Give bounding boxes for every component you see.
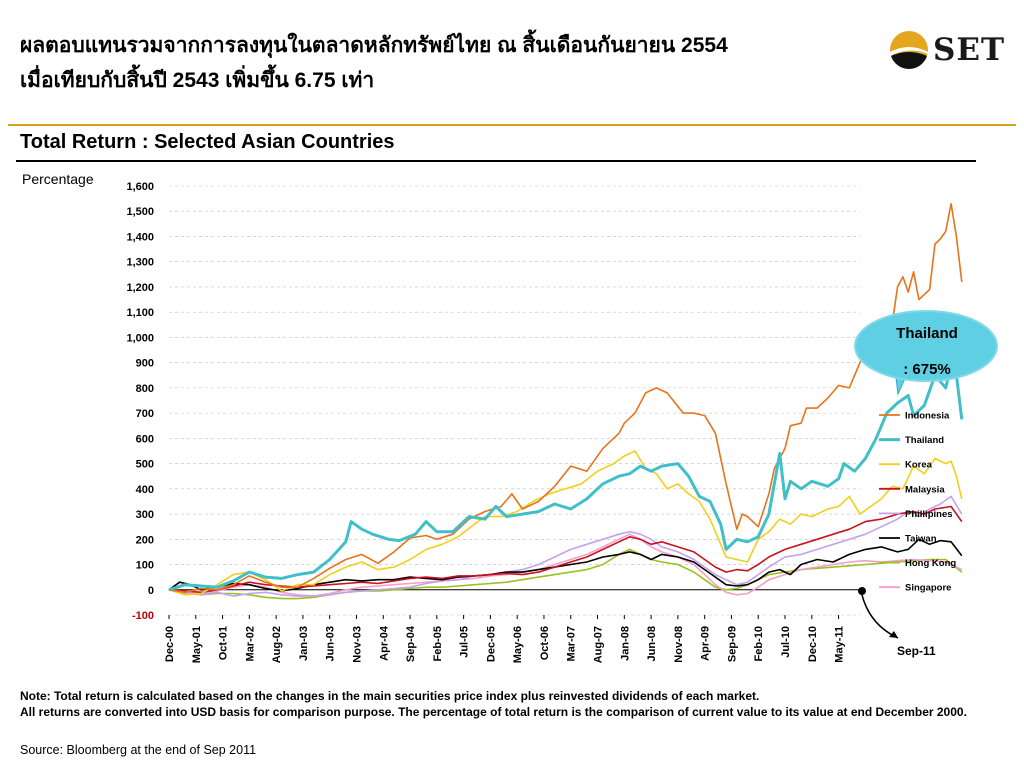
y-tick-label: 700	[136, 408, 154, 420]
callout-line-2: : 675%	[903, 361, 951, 378]
chart-notes: Note: Total return is calculated based o…	[20, 689, 1010, 720]
x-tick-label: Jun-08	[646, 626, 658, 661]
y-tick-label: 300	[136, 509, 154, 521]
y-tick-label: 1,500	[126, 206, 154, 218]
y-tick-label: 200	[136, 534, 154, 546]
header-rule	[8, 124, 1016, 126]
chart-legend: Indonesia Thailand Korea Malaysia Phillipine…	[879, 411, 956, 594]
series-line-hong-kong	[168, 548, 963, 600]
x-tick-label: Mar-07	[566, 626, 578, 661]
y-tick-label: 900	[136, 358, 154, 370]
legend-label-thailand: Thailand	[905, 435, 944, 446]
x-tick-label: Jul-05	[459, 626, 471, 658]
legend-label-hong-kong: Hong Kong	[905, 558, 956, 569]
end-marker: Sep-11	[858, 587, 936, 658]
note-line-2: All returns are converted into USD basis…	[20, 704, 967, 719]
thailand-callout: Thailand : 675%	[854, 310, 998, 396]
chart-gridlines	[169, 185, 860, 616]
logo-text: SET	[933, 32, 1006, 68]
y-axis-ticks: -100 0 100 200 300 400 500 600 700 800 900 1,000 1,1…	[126, 181, 154, 622]
x-tick-label: Dec-00	[164, 626, 176, 662]
x-tick-label: May-06	[512, 626, 524, 663]
source-text: Source: Bloomberg at the end of Sep 2011	[20, 743, 257, 757]
title-line-2: เมื่อเทียบกับสิ้นปี 2543 เพิ่มขึ้น 6.75 …	[20, 69, 375, 92]
page-title: ผลตอบแทนรวมจากการลงทุนในตลาดหลักทรัพย์ไท…	[20, 28, 840, 98]
x-tick-label: Jul-10	[780, 626, 792, 658]
x-tick-label: May-11	[834, 626, 846, 663]
y-tick-label: 1,000	[126, 332, 154, 344]
x-tick-label: Sep-04	[405, 625, 417, 662]
x-tick-label: Jan-08	[619, 626, 631, 661]
chart-subtitle: Total Return : Selected Asian Countries	[20, 131, 395, 153]
legend-label-indonesia: Indonesia	[905, 411, 950, 422]
legend-label-singapore: Singapore	[905, 583, 951, 594]
y-tick-label: 100	[136, 560, 154, 572]
y-tick-label: 600	[136, 433, 154, 445]
end-point-dot	[858, 587, 866, 595]
end-date-label: Sep-11	[897, 644, 936, 658]
legend-label-korea: Korea	[905, 460, 933, 471]
x-tick-label: Dec-10	[807, 626, 819, 662]
x-tick-label: Nov-03	[351, 626, 363, 663]
y-tick-label: 800	[136, 383, 154, 395]
legend-label-malaysia: Malaysia	[905, 484, 945, 495]
series-line-malaysia	[168, 505, 963, 594]
y-tick-label: 400	[136, 484, 154, 496]
y-axis-label: Percentage	[22, 171, 94, 187]
series-line-indonesia	[168, 202, 963, 594]
subtitle-rule	[16, 160, 976, 162]
x-tick-label: May-01	[191, 626, 203, 663]
y-tick-label: 1,300	[126, 257, 154, 269]
set-logo-icon	[890, 31, 928, 69]
series-line-taiwan	[168, 538, 963, 592]
x-tick-label: Mar-02	[244, 626, 256, 661]
y-tick-label: -100	[132, 610, 154, 622]
title-line-1: ผลตอบแทนรวมจากการลงทุนในตลาดหลักทรัพย์ไท…	[20, 34, 728, 57]
set-logo: SET	[888, 28, 1013, 72]
x-tick-label: Jan-03	[298, 626, 310, 661]
end-arrow-head	[889, 631, 898, 638]
x-axis-ticks: Dec-00 May-01 Oct-01 Mar-02 Aug-02 Jan-03 Jun-…	[164, 615, 846, 663]
note-line-1: Note: Total return is calculated based o…	[20, 689, 760, 703]
x-tick-label: Aug-02	[271, 626, 283, 663]
y-tick-label: 1,100	[126, 307, 154, 319]
chart-series	[168, 202, 964, 600]
end-arrow	[861, 594, 899, 639]
legend-label-phillipines: Phillipines	[905, 509, 953, 520]
x-tick-label: Sep-09	[726, 626, 738, 662]
x-tick-label: Feb-05	[432, 626, 444, 661]
x-tick-label: Aug-07	[593, 626, 605, 663]
x-tick-label: Oct-06	[539, 626, 551, 660]
x-tick-label: Jun-03	[325, 626, 337, 661]
x-tick-label: Oct-01	[218, 626, 230, 660]
x-tick-label: Apr-09	[700, 626, 712, 661]
y-tick-label: 1,200	[126, 282, 154, 294]
y-tick-label: 1,600	[126, 181, 154, 193]
x-tick-label: Dec-05	[485, 626, 497, 662]
series-line-phillipines	[168, 495, 963, 597]
y-tick-label: 1,400	[126, 231, 154, 243]
callout-line-1: Thailand	[896, 325, 958, 342]
series-line-thailand	[168, 363, 964, 592]
y-tick-label: 500	[136, 459, 154, 471]
legend-label-taiwan: Taiwan	[905, 534, 937, 545]
x-tick-label: Apr-04	[378, 625, 390, 661]
x-tick-label: Nov-08	[673, 626, 685, 663]
y-tick-label: 0	[148, 585, 154, 597]
x-tick-label: Feb-10	[753, 626, 765, 661]
